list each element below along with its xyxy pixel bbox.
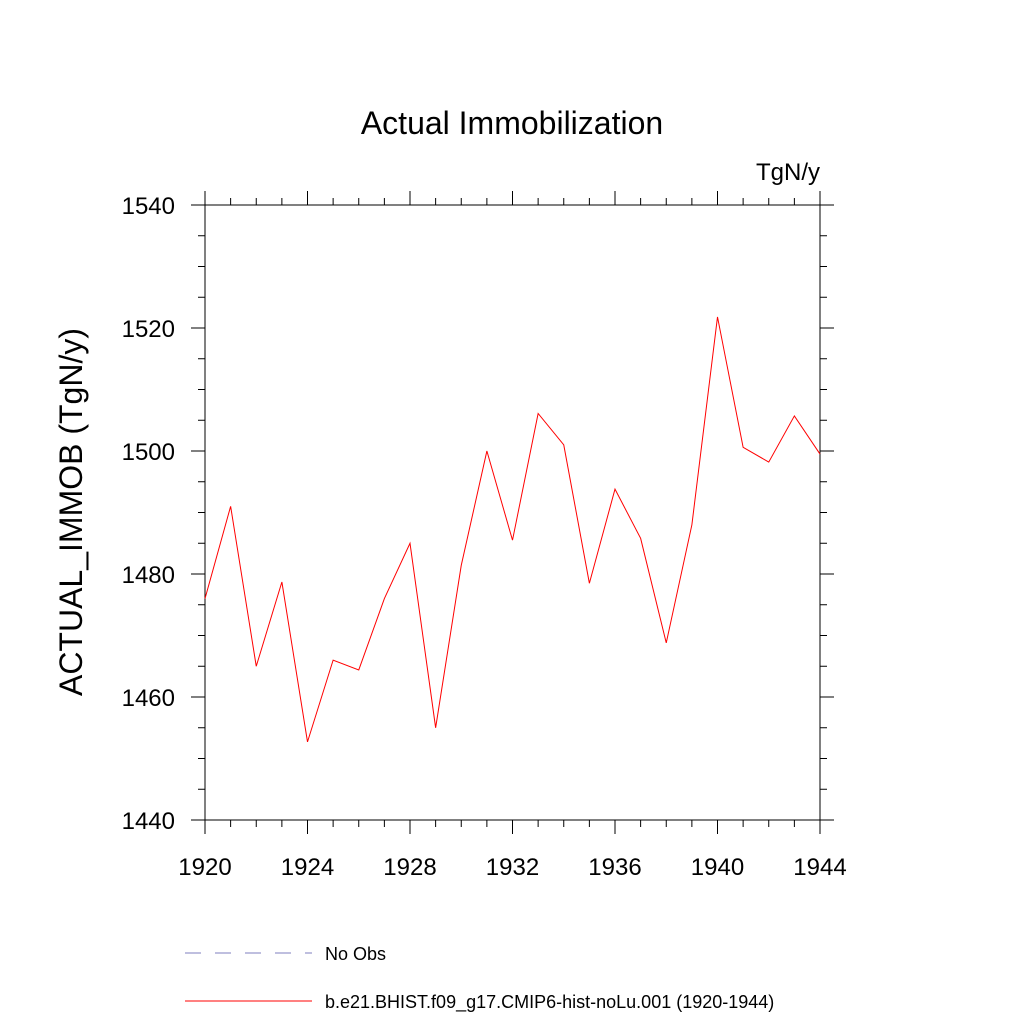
y-axis-label: ACTUAL_IMMOB (TgN/y) xyxy=(53,328,89,696)
x-tick-label: 1920 xyxy=(178,854,231,881)
plot-frame xyxy=(204,204,821,821)
x-tick-label: 1936 xyxy=(588,854,641,881)
axis-ticks xyxy=(191,191,834,834)
y-tick-label: 1440 xyxy=(122,808,175,835)
y-tick-label: 1540 xyxy=(122,193,175,220)
units-label: TgN/y xyxy=(756,159,820,186)
legend: No Obs b.e21.BHIST.f09_g17.CMIP6-hist-noL… xyxy=(185,944,774,1013)
axis-tick-labels: 1920 1924 1928 1932 1936 1940 1944 1440 1460 1480… xyxy=(122,193,847,881)
chart-title: Actual Immobilization xyxy=(361,105,663,141)
series-layer xyxy=(204,316,821,743)
y-tick-label: 1520 xyxy=(122,316,175,343)
y-tick-label: 1480 xyxy=(122,562,175,589)
x-tick-label: 1944 xyxy=(793,854,846,881)
y-tick-label: 1500 xyxy=(122,439,175,466)
x-tick-label: 1924 xyxy=(281,854,334,881)
x-tick-label: 1932 xyxy=(486,854,539,881)
y-tick-label: 1460 xyxy=(122,685,175,712)
legend-label: b.e21.BHIST.f09_g17.CMIP6-hist-noLu.001 … xyxy=(325,992,774,1013)
series-line xyxy=(204,316,821,743)
legend-label: No Obs xyxy=(325,944,386,964)
x-tick-label: 1940 xyxy=(691,854,744,881)
x-tick-label: 1928 xyxy=(383,854,436,881)
